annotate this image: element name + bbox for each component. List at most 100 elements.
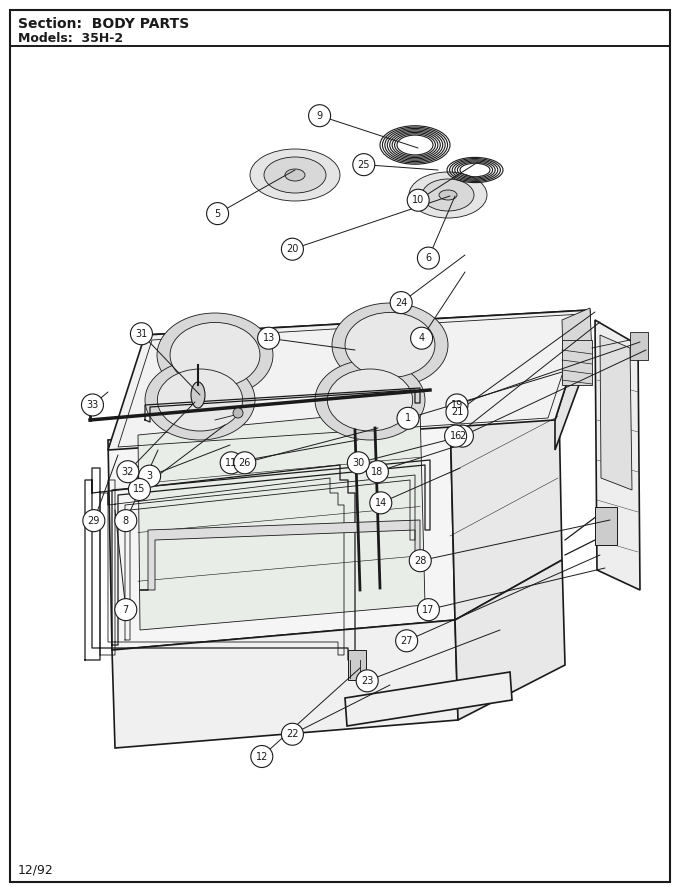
Text: 1: 1	[405, 413, 411, 424]
Bar	[630, 332, 648, 360]
Circle shape	[353, 154, 375, 175]
Ellipse shape	[285, 169, 305, 181]
Ellipse shape	[157, 313, 273, 397]
Text: 2: 2	[459, 431, 466, 441]
Text: 11: 11	[225, 457, 237, 468]
Circle shape	[129, 479, 150, 500]
Ellipse shape	[264, 157, 326, 193]
Bar	[348, 650, 366, 680]
Circle shape	[131, 323, 152, 344]
Ellipse shape	[439, 190, 457, 200]
Text: 13: 13	[262, 333, 275, 344]
Text: 32: 32	[122, 466, 134, 477]
Ellipse shape	[345, 312, 435, 377]
Polygon shape	[562, 308, 592, 355]
Text: 29: 29	[88, 515, 100, 526]
Circle shape	[207, 203, 228, 224]
Polygon shape	[345, 672, 512, 726]
Circle shape	[418, 599, 439, 620]
Polygon shape	[600, 335, 632, 490]
Ellipse shape	[422, 179, 474, 211]
Circle shape	[282, 724, 303, 745]
Text: 4: 4	[418, 333, 425, 344]
Text: 26: 26	[239, 457, 251, 468]
Text: 19: 19	[451, 400, 463, 410]
Text: 6: 6	[425, 253, 432, 263]
Circle shape	[397, 408, 419, 429]
Text: 28: 28	[414, 555, 426, 566]
Circle shape	[446, 394, 468, 416]
Text: 9: 9	[316, 110, 323, 121]
Circle shape	[452, 425, 473, 447]
Circle shape	[370, 492, 392, 514]
Text: 23: 23	[361, 676, 373, 686]
Text: 5: 5	[214, 208, 221, 219]
Circle shape	[117, 461, 139, 482]
Text: 20: 20	[286, 244, 299, 255]
Polygon shape	[145, 310, 590, 378]
Text: 10: 10	[412, 195, 424, 206]
Circle shape	[115, 599, 137, 620]
Circle shape	[409, 550, 431, 571]
Circle shape	[139, 465, 160, 487]
Ellipse shape	[145, 360, 255, 440]
Text: 31: 31	[135, 328, 148, 339]
Polygon shape	[108, 410, 455, 650]
Text: 24: 24	[395, 297, 407, 308]
Circle shape	[220, 452, 242, 473]
Circle shape	[367, 461, 388, 482]
Polygon shape	[450, 355, 562, 620]
Circle shape	[233, 408, 243, 418]
Polygon shape	[595, 320, 640, 590]
Circle shape	[83, 510, 105, 531]
Ellipse shape	[409, 172, 487, 218]
Ellipse shape	[191, 382, 205, 408]
Circle shape	[396, 630, 418, 651]
Text: Section:  BODY PARTS: Section: BODY PARTS	[18, 17, 189, 31]
Circle shape	[309, 105, 330, 126]
Circle shape	[390, 292, 412, 313]
Circle shape	[446, 401, 468, 423]
Circle shape	[356, 670, 378, 692]
Circle shape	[234, 452, 256, 473]
Text: 33: 33	[86, 400, 99, 410]
Ellipse shape	[315, 360, 425, 440]
Circle shape	[445, 425, 466, 447]
Polygon shape	[112, 620, 458, 748]
Circle shape	[258, 328, 279, 349]
Text: 21: 21	[451, 407, 463, 417]
Circle shape	[347, 452, 369, 473]
Circle shape	[282, 239, 303, 260]
Text: 18: 18	[371, 466, 384, 477]
Text: 22: 22	[286, 729, 299, 740]
Circle shape	[411, 328, 432, 349]
Polygon shape	[555, 310, 590, 450]
Text: 8: 8	[122, 515, 129, 526]
Circle shape	[115, 510, 137, 531]
Text: 17: 17	[422, 604, 435, 615]
Circle shape	[82, 394, 103, 416]
Ellipse shape	[250, 149, 340, 201]
Text: 15: 15	[133, 484, 146, 495]
Text: 3: 3	[146, 471, 153, 481]
Text: 25: 25	[358, 159, 370, 170]
Text: Models:  35H-2: Models: 35H-2	[18, 33, 123, 45]
Bar	[562, 340, 592, 385]
Bar	[595, 507, 617, 545]
Polygon shape	[108, 310, 590, 450]
Ellipse shape	[327, 369, 413, 431]
Polygon shape	[455, 560, 565, 720]
Text: 7: 7	[122, 604, 129, 615]
Text: 27: 27	[401, 635, 413, 646]
Polygon shape	[138, 408, 425, 630]
Text: 16: 16	[449, 431, 462, 441]
Text: 14: 14	[375, 498, 387, 508]
Text: 12: 12	[256, 751, 268, 762]
Text: 12/92: 12/92	[18, 863, 54, 877]
Circle shape	[418, 247, 439, 269]
Ellipse shape	[332, 303, 448, 387]
Circle shape	[407, 190, 429, 211]
Ellipse shape	[157, 369, 243, 431]
Polygon shape	[140, 520, 420, 590]
Text: 30: 30	[352, 457, 364, 468]
